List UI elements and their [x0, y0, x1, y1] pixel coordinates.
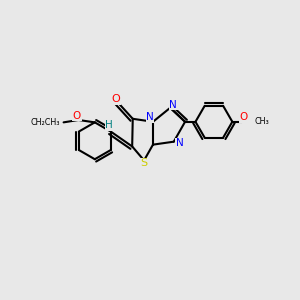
Text: O: O — [111, 94, 120, 104]
Text: CH₃: CH₃ — [254, 117, 269, 126]
Text: N: N — [176, 138, 184, 148]
Text: O: O — [73, 110, 81, 121]
Text: O: O — [239, 112, 248, 122]
Text: N: N — [146, 112, 154, 122]
Text: H: H — [105, 120, 113, 130]
Text: CH₂CH₃: CH₂CH₃ — [31, 118, 60, 127]
Text: S: S — [140, 158, 147, 168]
Text: N: N — [169, 100, 177, 110]
